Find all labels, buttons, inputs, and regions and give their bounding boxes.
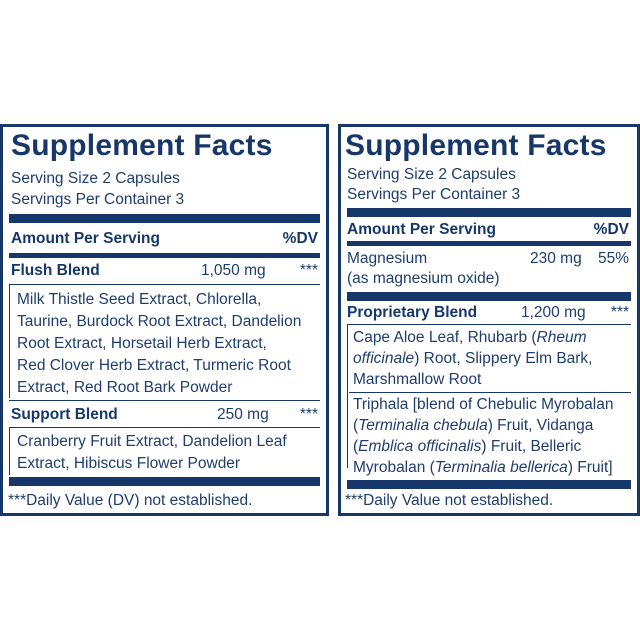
- magnesium-amount: 230 mg: [530, 250, 582, 267]
- right-serving-size: Serving Size 2 Capsules: [347, 166, 516, 183]
- left-serving-size: Serving Size 2 Capsules: [11, 170, 180, 187]
- magnesium-name: Magnesium: [347, 250, 428, 267]
- left-supplement-facts-panel: Supplement Facts Serving Size 2 Capsules…: [0, 124, 329, 516]
- right-servings-per-container: Servings Per Container 3: [347, 186, 521, 203]
- flush-indent-line: [9, 284, 10, 398]
- flush-blend-dv: ***: [299, 262, 318, 279]
- aloe-ingredient-line: Marshmallow Root: [353, 371, 482, 388]
- left-footnote: ***Daily Value (DV) not established.: [8, 492, 253, 509]
- left-rule: [9, 427, 320, 428]
- left-bottom-bar: [9, 477, 320, 486]
- flush-ingredient-line: Root Extract, Horsetail Herb Extract,: [17, 335, 267, 352]
- right-medium-bar: [347, 241, 631, 246]
- left-rule: [9, 400, 320, 401]
- right-bottom-bar: [347, 480, 631, 489]
- aloe-ingredient-line: Cape Aloe Leaf, Rhubarb (Rheum: [353, 329, 587, 346]
- right-thick-bar: [347, 208, 631, 217]
- support-ingredient-line: Cranberry Fruit Extract, Dandelion Leaf: [17, 433, 287, 450]
- right-amount-header: Amount Per Serving: [347, 221, 496, 238]
- flush-ingredient-line: Taurine, Burdock Root Extract, Dandelion: [17, 313, 302, 330]
- left-title: Supplement Facts: [11, 129, 273, 162]
- left-dv-header: %DV: [282, 230, 318, 247]
- aloe-ingredient-line: officinale) Root, Slippery Elm Bark,: [353, 350, 593, 367]
- right-inner-rule: [349, 392, 631, 393]
- proprietary-blend-amount: 1,200 mg: [521, 304, 586, 321]
- left-rule: [9, 284, 320, 285]
- right-title: Supplement Facts: [345, 129, 607, 162]
- support-blend-amount: 250 mg: [217, 406, 269, 423]
- triphala-ingredient-line: (Emblica officinalis) Fruit, Belleric: [353, 438, 582, 455]
- right-supplement-facts-panel: Supplement Facts Serving Size 2 Capsules…: [338, 124, 640, 516]
- flush-blend-name: Flush Blend: [11, 262, 100, 279]
- flush-ingredient-line: Milk Thistle Seed Extract, Chlorella,: [17, 291, 262, 308]
- right-thick-bar-2: [347, 292, 631, 301]
- magnesium-dv: 55%: [597, 250, 629, 267]
- left-medium-bar: [9, 253, 320, 258]
- right-rule: [347, 324, 631, 325]
- support-blend-name: Support Blend: [11, 406, 118, 423]
- right-dv-header: %DV: [593, 221, 629, 238]
- triphala-ingredient-line: Myrobalan (Terminalia bellerica) Fruit]: [353, 459, 613, 476]
- support-indent-line: [9, 427, 10, 475]
- flush-ingredient-line: Red Clover Herb Extract, Turmeric Root: [17, 357, 291, 374]
- proprietary-indent-line: [347, 324, 348, 468]
- triphala-ingredient-line: Triphala [blend of Chebulic Myrobalan: [353, 396, 614, 413]
- support-blend-dv: ***: [299, 406, 318, 423]
- flush-ingredient-line: Extract, Red Root Bark Powder: [17, 379, 233, 396]
- support-ingredient-line: Extract, Hibiscus Flower Powder: [17, 455, 241, 472]
- left-servings-per-container: Servings Per Container 3: [11, 191, 185, 208]
- flush-blend-amount: 1,050 mg: [201, 262, 266, 279]
- right-footnote: ***Daily Value not established.: [345, 492, 554, 509]
- left-amount-header: Amount Per Serving: [11, 230, 160, 247]
- proprietary-blend-dv: ***: [610, 304, 629, 321]
- triphala-ingredient-line: (Terminalia chebula) Fruit, Vidanga: [353, 417, 594, 434]
- left-thick-bar: [9, 214, 320, 223]
- magnesium-source: (as magnesium oxide): [347, 270, 500, 287]
- proprietary-blend-name: Proprietary Blend: [347, 304, 478, 321]
